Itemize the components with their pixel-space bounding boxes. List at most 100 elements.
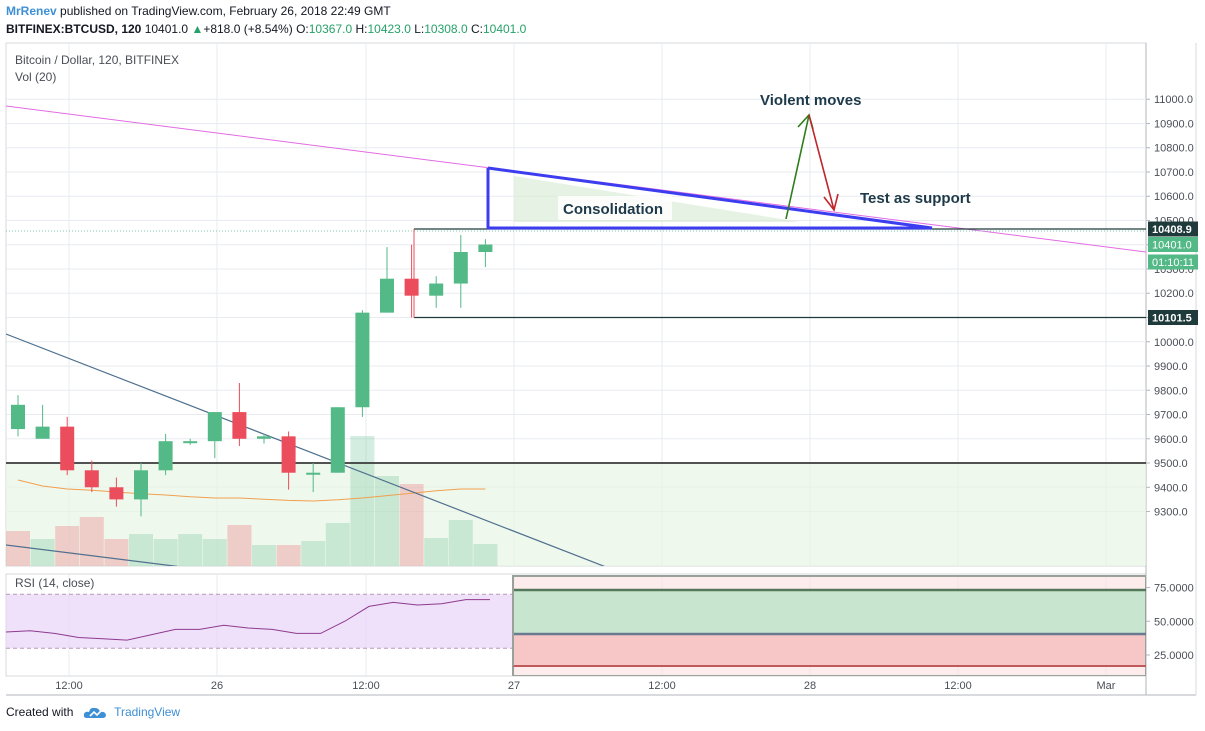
price-tick-label: 10200.0 xyxy=(1154,288,1194,300)
price-tick-label: 10000.0 xyxy=(1154,337,1194,349)
rsi-green-box xyxy=(513,590,1146,634)
symbol-legend: BITFINEX:BTCUSD, 120 10401.0 ▲+818.0 (+8… xyxy=(6,22,526,36)
price-axis-tag xyxy=(1148,237,1198,252)
rsi-label: RSI (14, close) xyxy=(15,576,95,590)
candle-body xyxy=(207,412,222,442)
price-tick-label: 9800.0 xyxy=(1154,385,1188,397)
candle-body xyxy=(11,404,25,430)
volume-bar xyxy=(325,523,350,566)
price-tick-label: 9700.0 xyxy=(1154,410,1188,422)
pane-title: Bitcoin / Dollar, 120, BITFINEX xyxy=(15,53,180,67)
volume-bar xyxy=(399,484,424,566)
price-tick-label: 9400.0 xyxy=(1154,482,1188,494)
up-arrow-icon: ▲ xyxy=(191,22,204,36)
low-value: 10308.0 xyxy=(424,22,468,36)
price-tick-label: 10600.0 xyxy=(1154,191,1194,203)
publish-header: MrRenev published on TradingView.com, Fe… xyxy=(6,4,391,18)
candle-body xyxy=(257,436,271,439)
volume-bar xyxy=(79,517,104,566)
rsi-tick-label: 75.0000 xyxy=(1154,583,1194,595)
price-tick-label: 10800.0 xyxy=(1154,143,1194,155)
volume-bar xyxy=(104,539,129,566)
price-change: +818.0 (+8.54%) xyxy=(203,22,293,36)
price-tick-label: 11000.0 xyxy=(1154,94,1193,106)
time-tick-label: 27 xyxy=(508,680,520,692)
price-axis-tag xyxy=(1148,254,1198,270)
price-plot-area xyxy=(6,105,1146,566)
volume-bar xyxy=(276,545,301,566)
descending-trendline xyxy=(6,333,606,566)
volume-label: Vol (20) xyxy=(15,70,57,84)
rsi-tick-label: 25.0000 xyxy=(1154,650,1194,662)
candle-body xyxy=(478,244,493,253)
time-tick-label: 12:00 xyxy=(648,680,676,692)
price-axis-tag-text: 10408.9 xyxy=(1152,224,1192,236)
candle-body xyxy=(330,407,345,473)
high-value: 10423.0 xyxy=(367,22,411,36)
annotation-violent-moves: Violent moves xyxy=(760,92,861,109)
time-tick-label: 28 xyxy=(804,680,816,692)
consolidation-label-bg xyxy=(558,196,672,220)
tradingview-cloud-icon xyxy=(83,707,106,718)
rsi-band xyxy=(6,594,513,649)
consolidation-triangle xyxy=(486,166,933,230)
price-axis-tag-text: 10101.5 xyxy=(1152,313,1192,325)
time-tick-label: 12:00 xyxy=(352,680,380,692)
tradingview-link[interactable]: TradingView xyxy=(114,705,181,719)
volume-bar xyxy=(6,531,30,566)
volume-bar xyxy=(473,544,498,566)
candle-body xyxy=(306,472,321,475)
rsi-plot-area xyxy=(6,575,1146,676)
price-tick-label: 10900.0 xyxy=(1154,118,1194,130)
publish-info: published on TradingView.com, February 2… xyxy=(60,4,391,18)
volume-bar xyxy=(375,476,399,566)
red-arrowhead xyxy=(823,193,839,212)
time-tick-label: 26 xyxy=(211,680,223,692)
annotation-consolidation: Consolidation xyxy=(563,201,663,218)
lower-trendline xyxy=(6,544,179,566)
price-axis-tag-text: 01:10:11 xyxy=(1152,257,1194,269)
price-tick-label: 9900.0 xyxy=(1154,361,1188,373)
price-tick-label: 9300.0 xyxy=(1154,507,1188,519)
volume-bar xyxy=(301,541,326,566)
candle-body xyxy=(429,283,444,296)
price-tick-label: 9500.0 xyxy=(1154,458,1188,470)
footer: Created with TradingView xyxy=(6,705,180,720)
volume-ma-line xyxy=(17,479,486,502)
candle-body xyxy=(35,426,50,439)
low-label: L: xyxy=(414,22,425,36)
candle-body xyxy=(404,278,419,296)
volume-bar xyxy=(227,525,252,566)
price-axis-tag xyxy=(1148,221,1198,237)
volume-bar xyxy=(55,526,80,566)
volume-bar xyxy=(178,534,203,566)
last-price: 10401.0 xyxy=(144,22,189,36)
candle-body xyxy=(183,441,198,444)
price-tick-label: 9600.0 xyxy=(1154,434,1188,446)
created-with-text: Created with xyxy=(6,705,74,719)
candle-body xyxy=(109,487,124,500)
rsi-tick-label: 50.0000 xyxy=(1154,616,1194,628)
candle-body xyxy=(281,436,296,473)
time-tick-label: 12:00 xyxy=(944,680,972,692)
volume-bar xyxy=(424,538,449,566)
candle-body xyxy=(60,426,75,471)
author-name[interactable]: MrRenev xyxy=(6,4,57,18)
volume-bar xyxy=(448,520,473,566)
annotation-test-support: Test as support xyxy=(860,190,971,207)
support-zone xyxy=(6,463,1146,566)
rsi-red-box xyxy=(513,634,1146,666)
close-label: C: xyxy=(470,22,483,36)
close-value: 10401.0 xyxy=(482,22,527,36)
volume-bar xyxy=(252,545,276,566)
candle-body xyxy=(453,252,468,284)
candle-body xyxy=(134,470,148,500)
volume-bar xyxy=(350,436,375,566)
rsi-line xyxy=(6,599,490,641)
symbol-name: BITFINEX:BTCUSD, 120 xyxy=(6,22,142,36)
open-value: 10367.0 xyxy=(308,22,353,36)
volume-bar xyxy=(30,539,55,566)
open-label: O: xyxy=(296,22,309,36)
candle-body xyxy=(158,441,173,471)
